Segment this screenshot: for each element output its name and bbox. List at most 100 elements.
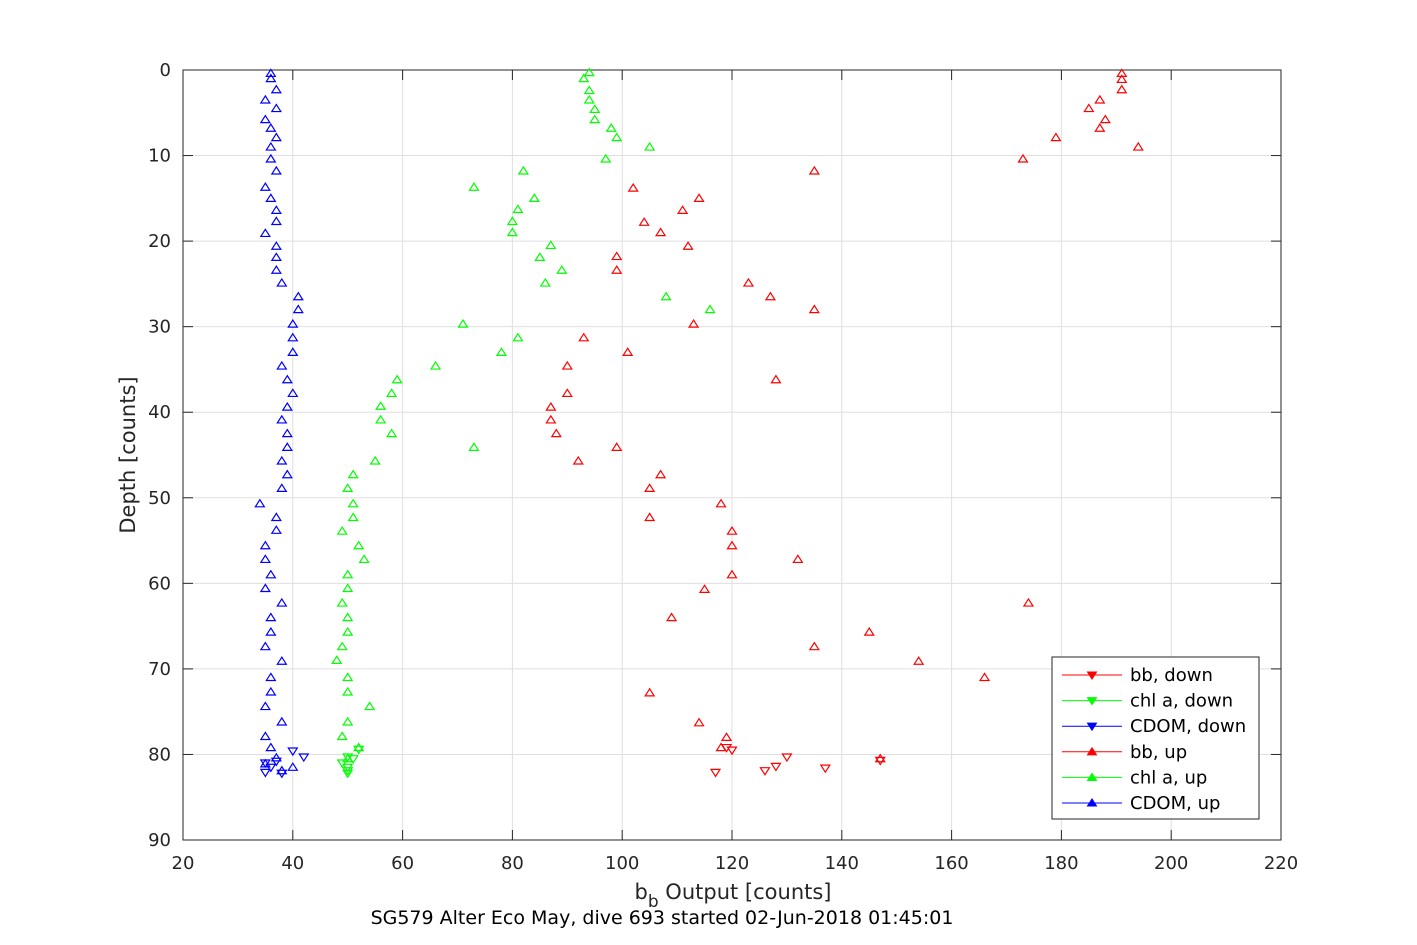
data-point	[342, 769, 354, 779]
data-point	[578, 332, 590, 342]
series-cdom-up	[254, 68, 304, 775]
data-point	[1099, 114, 1111, 124]
data-point	[281, 442, 293, 451]
data-point	[506, 227, 518, 237]
data-point	[276, 277, 288, 287]
data-point	[583, 94, 595, 104]
data-point	[391, 374, 403, 384]
data-point	[270, 757, 282, 767]
data-point	[611, 132, 623, 142]
data-point	[265, 626, 277, 636]
data-point	[276, 656, 288, 665]
data-point	[287, 388, 299, 398]
data-point	[611, 442, 623, 451]
data-point	[715, 498, 727, 508]
x-tick-label: 140	[825, 853, 859, 874]
data-point	[770, 374, 782, 384]
data-point	[611, 251, 623, 261]
data-point	[534, 252, 546, 262]
data-point	[517, 165, 529, 175]
y-tick-label: 80	[148, 744, 171, 765]
data-point	[545, 414, 557, 424]
legend-box	[1051, 656, 1260, 820]
data-point	[353, 540, 365, 550]
data-point	[468, 442, 480, 451]
data-point	[342, 767, 354, 776]
legend-marker	[1086, 798, 1098, 807]
data-point	[276, 597, 288, 607]
data-point	[1017, 153, 1029, 163]
data-point	[270, 252, 282, 262]
data-point	[1022, 597, 1035, 607]
data-point	[386, 428, 398, 438]
data-point	[342, 716, 354, 726]
x-axis-label: bb Output [counts]	[634, 880, 831, 912]
axis-ticks: 20 40 60 80 100 120 140 160 180 200 220 0 10 20 30 40 50…	[148, 60, 1298, 874]
x-tick-label: 160	[934, 853, 968, 874]
legend-label: CDOM, down	[1130, 716, 1246, 737]
data-point	[660, 291, 672, 301]
data-point	[545, 401, 557, 411]
data-point	[726, 525, 738, 535]
y-tick-label: 50	[148, 488, 171, 509]
x-tick-label: 20	[172, 853, 195, 874]
data-point	[342, 753, 354, 763]
legend-marker	[1086, 722, 1098, 732]
data-point	[913, 656, 925, 665]
data-point	[709, 768, 722, 778]
data-point	[1050, 132, 1062, 142]
data-point	[265, 153, 277, 163]
data-point	[281, 401, 293, 411]
data-point	[715, 742, 727, 752]
data-point	[676, 205, 689, 214]
data-point	[589, 114, 601, 124]
data-point	[265, 672, 277, 682]
data-point	[336, 525, 348, 535]
series-chl-a-up	[331, 67, 716, 763]
x-axis-label-rest: Output [counts]	[659, 880, 832, 904]
data-point	[638, 217, 650, 226]
y-tick-label: 60	[148, 573, 171, 594]
data-point	[687, 318, 700, 328]
data-point	[342, 483, 354, 493]
data-point	[781, 753, 793, 763]
data-point	[336, 597, 348, 607]
legend-marker	[1086, 746, 1098, 756]
data-point	[666, 612, 678, 622]
data-point	[287, 747, 299, 757]
x-tick-label: 100	[605, 853, 639, 874]
data-point	[276, 414, 288, 424]
data-point	[265, 123, 277, 132]
data-point	[270, 132, 282, 142]
data-point	[457, 318, 469, 328]
data-point	[655, 227, 667, 237]
y-tick-label: 20	[148, 231, 171, 252]
y-axis-label: Depth [counts]	[116, 376, 140, 533]
data-point	[353, 745, 365, 755]
data-point	[605, 123, 617, 132]
data-point	[644, 512, 656, 522]
data-point	[281, 469, 293, 479]
data-point	[528, 193, 540, 202]
data-point	[265, 686, 277, 696]
x-tick-label: 60	[391, 853, 414, 874]
data-point	[259, 554, 271, 564]
data-point	[978, 672, 991, 682]
data-point	[270, 205, 282, 214]
legend-entries: bb, down chl a, down CDOM, down bb, up chl a…	[1062, 665, 1246, 814]
data-point	[589, 104, 601, 113]
data-point	[254, 498, 266, 508]
data-point	[495, 347, 508, 356]
data-point	[682, 241, 694, 250]
data-point	[259, 182, 271, 191]
data-point	[270, 216, 282, 226]
data-point	[720, 732, 733, 741]
data-point	[358, 554, 370, 564]
data-point	[512, 204, 524, 214]
data-point	[704, 304, 716, 314]
data-point	[342, 569, 354, 579]
data-point	[545, 240, 557, 250]
chart-caption: SG579 Alter Eco May, dive 693 started 02…	[371, 907, 954, 929]
legend-marker	[1086, 772, 1098, 781]
